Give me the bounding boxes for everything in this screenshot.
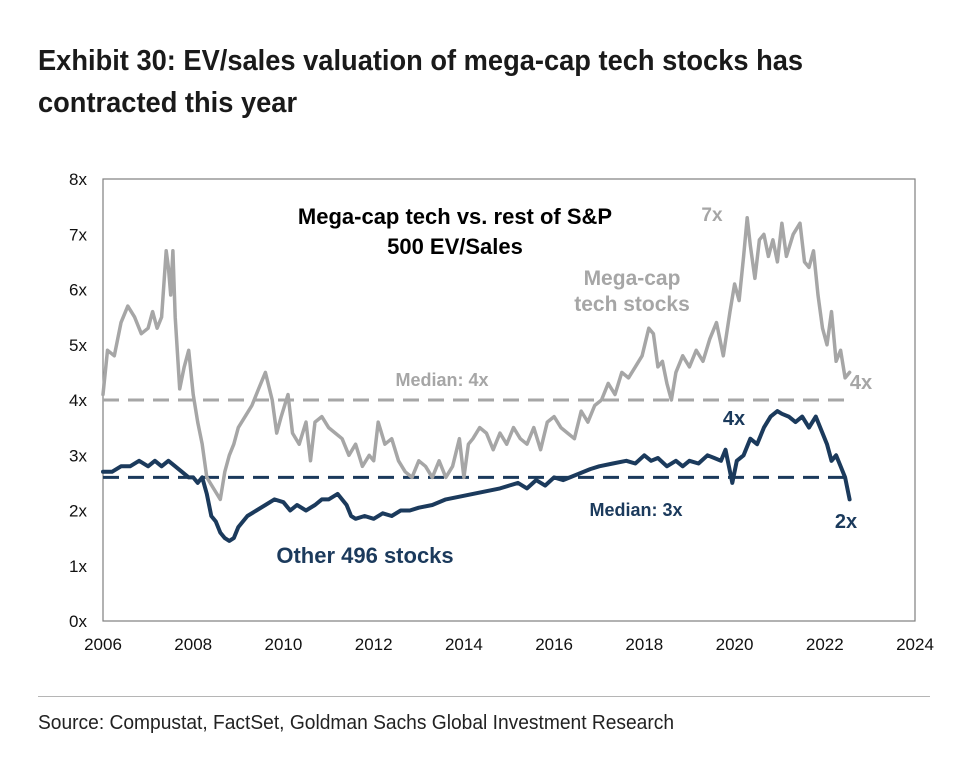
x-tick-label: 2020 xyxy=(716,635,754,654)
y-tick-label: 6x xyxy=(69,281,87,300)
other-series-label: Other 496 stocks xyxy=(276,543,453,568)
y-tick-label: 2x xyxy=(69,502,87,521)
chart-inner-title: Mega-cap tech vs. rest of S&P xyxy=(298,204,612,229)
y-tick-label: 1x xyxy=(69,557,87,576)
mega-cap-series-label: Mega-cap xyxy=(584,267,681,290)
series-lines xyxy=(101,215,852,543)
x-tick-label: 2018 xyxy=(625,635,663,654)
x-tick-label: 2008 xyxy=(174,635,212,654)
x-tick-label: 2014 xyxy=(445,635,483,654)
chart-annotations: Mega-cap tech vs. rest of S&P 500 EV/Sale… xyxy=(276,204,872,568)
x-tick-label: 2024 xyxy=(896,635,934,654)
x-tick-label: 2006 xyxy=(84,635,122,654)
mega-cap-tech-line xyxy=(101,215,852,502)
x-tick-label: 2010 xyxy=(265,635,303,654)
x-tick-label: 2012 xyxy=(355,635,393,654)
x-tick-label: 2022 xyxy=(806,635,844,654)
source-note: Source: Compustat, FactSet, Goldman Sach… xyxy=(38,712,675,734)
y-tick-label: 8x xyxy=(69,170,87,189)
y-axis: 0x 1x 2x 3x 4x 5x 6x 7x 8x xyxy=(69,170,87,631)
exhibit-title: Exhibit 30: EV/sales valuation of mega-c… xyxy=(38,45,804,119)
median-label-other: Median: 3x xyxy=(589,500,682,520)
source-divider xyxy=(38,696,930,697)
mega-end-label: 4x xyxy=(850,372,872,394)
other-stocks-line xyxy=(101,409,852,543)
x-axis: 2006 2008 2010 2012 2014 2016 2018 2020 2022 2024 xyxy=(84,635,934,654)
y-tick-label: 4x xyxy=(69,391,87,410)
y-tick-label: 3x xyxy=(69,446,87,465)
chart-inner-title: 500 EV/Sales xyxy=(387,234,523,259)
mega-peak-label: 7x xyxy=(701,205,723,226)
y-tick-label: 7x xyxy=(69,225,87,244)
x-tick-label: 2016 xyxy=(535,635,573,654)
other-peak-label: 4x xyxy=(723,408,745,430)
y-tick-label: 0x xyxy=(69,612,87,631)
median-label-mega: Median: 4x xyxy=(395,370,488,390)
y-tick-label: 5x xyxy=(69,336,87,355)
other-end-label: 2x xyxy=(835,511,857,533)
mega-cap-series-label: tech stocks xyxy=(574,293,690,316)
